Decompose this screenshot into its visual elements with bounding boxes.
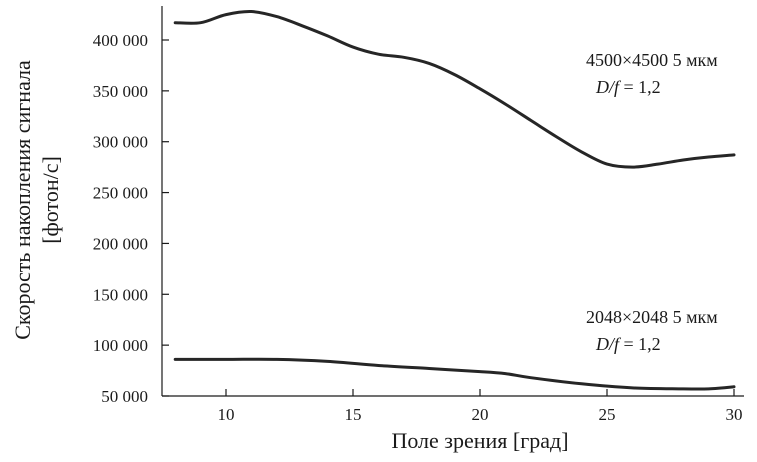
series-line-upper [173,9,736,169]
annotation-upper-line2: D/f = 1,2 [595,77,661,97]
y-tick-label: 50 000 [101,387,148,406]
y-axis-title-line2: [фотон/с] [38,156,63,244]
y-tick-label: 300 000 [93,133,148,152]
x-tick-label: 15 [345,405,362,424]
x-tick-label: 10 [218,405,235,424]
annotation-upper-df: D/f [595,77,622,97]
series-line-lower [173,357,736,391]
x-tick-label: 20 [472,405,489,424]
x-tick-label: 30 [726,405,743,424]
annotation-upper: 4500×4500 5 мкм D/f = 1,2 [586,50,718,97]
y-tick-label: 350 000 [93,82,148,101]
annotation-lower-value: = 1,2 [619,334,661,354]
y-axis-title: Скорость накопления сигнала [фотон/с] [10,60,63,340]
y-tick-label: 150 000 [93,285,148,304]
y-axis-title-line1: Скорость накопления сигнала [10,60,35,340]
y-ticks: 50 000 100 000 150 000 200 000 250 000 300 00… [93,31,169,406]
annotation-lower-line2: D/f = 1,2 [595,334,661,354]
annotation-upper-value: = 1,2 [619,77,661,97]
annotation-lower-df: D/f [595,334,622,354]
annotation-lower: 2048×2048 5 мкм D/f = 1,2 [586,307,718,354]
annotation-lower-line1: 2048×2048 5 мкм [586,307,718,327]
y-tick-label: 250 000 [93,184,148,203]
x-axis-title: Поле зрения [град] [391,428,568,453]
axes [161,6,744,397]
y-tick-label: 200 000 [93,234,148,253]
series-group [173,9,736,391]
y-tick-label: 400 000 [93,31,148,50]
annotation-upper-line1: 4500×4500 5 мкм [586,50,718,70]
x-tick-label: 25 [599,405,616,424]
y-tick-label: 100 000 [93,336,148,355]
x-ticks: 10 15 20 25 30 [218,389,743,424]
